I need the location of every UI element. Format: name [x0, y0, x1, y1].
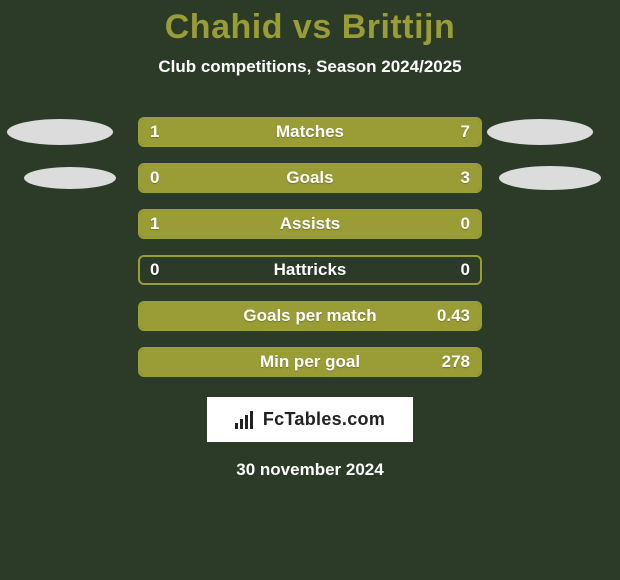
title-vs: vs: [293, 8, 332, 46]
bar-value-left: 0: [150, 260, 159, 280]
bar-value-right: 3: [461, 168, 470, 188]
bar-value-left: 0: [150, 168, 159, 188]
bar-value-left: 1: [150, 214, 159, 234]
bar-row: Min per goal 278: [0, 347, 620, 377]
bar-row: Matches 1 7: [0, 117, 620, 147]
bar-track: Hattricks 0 0: [138, 255, 482, 285]
bar-track: Matches 1 7: [138, 117, 482, 147]
bar-value-left: 1: [150, 122, 159, 142]
bar-track: Min per goal 278: [138, 347, 482, 377]
bar-metric-label: Min per goal: [260, 352, 360, 372]
bar-value-right: 0: [461, 214, 470, 234]
bar-metric-label: Hattricks: [274, 260, 347, 280]
bar-row: Assists 1 0: [0, 209, 620, 239]
bar-value-right: 7: [461, 122, 470, 142]
chart-icon: [235, 411, 253, 429]
bar-track: Goals 0 3: [138, 163, 482, 193]
title-left: Chahid: [165, 8, 283, 46]
decor-ellipse: [499, 166, 601, 190]
bar-metric-label: Assists: [280, 214, 340, 234]
comparison-bars: Matches17Goals03Assists10Hattricks00Goal…: [0, 117, 620, 377]
bar-row: Goals 0 3: [0, 163, 620, 193]
footer-date: 30 november 2024: [0, 460, 620, 480]
bar-metric-label: Goals: [286, 168, 333, 188]
decor-ellipse: [24, 167, 116, 189]
brand-badge: FcTables.com: [207, 397, 413, 442]
bar-metric-label: Goals per match: [243, 306, 376, 326]
bar-row: Goals per match 0.43: [0, 301, 620, 331]
decor-ellipse: [7, 119, 113, 145]
bar-value-right: 0.43: [437, 306, 470, 326]
bar-row: Hattricks 0 0: [0, 255, 620, 285]
brand-text: FcTables.com: [263, 409, 385, 430]
bar-metric-label: Matches: [276, 122, 344, 142]
bar-fill-left: [140, 119, 183, 145]
subtitle: Club competitions, Season 2024/2025: [0, 57, 620, 77]
page-title: Chahid vs Brittijn: [0, 0, 620, 47]
bar-value-right: 0: [461, 260, 470, 280]
decor-ellipse: [487, 119, 593, 145]
bar-value-right: 278: [442, 352, 470, 372]
bar-track: Goals per match 0.43: [138, 301, 482, 331]
bar-track: Assists 1 0: [138, 209, 482, 239]
title-right: Brittijn: [342, 8, 456, 46]
